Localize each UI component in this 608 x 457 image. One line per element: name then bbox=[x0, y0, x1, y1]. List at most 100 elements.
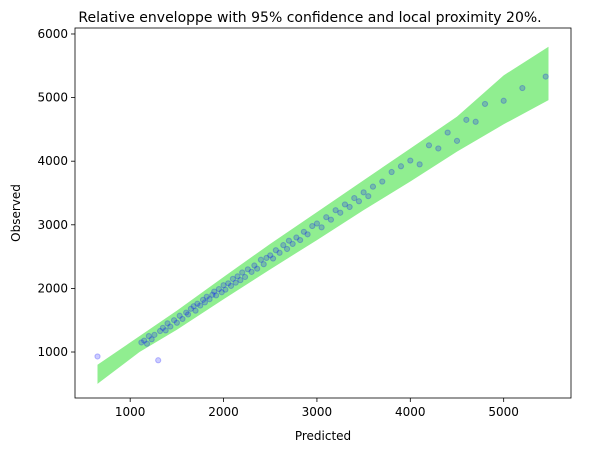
point bbox=[280, 242, 287, 249]
point bbox=[248, 268, 255, 275]
point bbox=[187, 305, 194, 312]
point bbox=[346, 203, 353, 211]
envelope-band bbox=[97, 46, 549, 384]
point bbox=[309, 222, 316, 230]
point bbox=[241, 273, 249, 281]
point bbox=[162, 327, 169, 334]
point bbox=[542, 73, 549, 80]
point bbox=[138, 339, 145, 346]
point bbox=[337, 209, 344, 216]
point bbox=[283, 245, 291, 253]
point bbox=[201, 299, 208, 306]
point bbox=[194, 300, 201, 307]
point bbox=[141, 337, 148, 344]
point bbox=[197, 302, 204, 309]
point bbox=[323, 214, 330, 221]
point bbox=[327, 216, 335, 223]
point bbox=[209, 291, 216, 298]
point bbox=[212, 292, 220, 299]
point bbox=[148, 336, 155, 343]
point bbox=[229, 275, 236, 282]
point bbox=[143, 340, 151, 347]
point bbox=[184, 311, 192, 318]
point bbox=[179, 315, 186, 323]
point bbox=[304, 231, 311, 238]
point bbox=[263, 254, 270, 261]
point bbox=[173, 319, 180, 326]
point bbox=[269, 255, 277, 262]
y-axis-label: Observed bbox=[9, 184, 23, 242]
point bbox=[176, 312, 183, 319]
point bbox=[203, 293, 210, 300]
point bbox=[167, 323, 174, 330]
point bbox=[254, 265, 261, 272]
point bbox=[244, 266, 251, 273]
point bbox=[416, 161, 423, 168]
point bbox=[199, 296, 207, 303]
axes-frame bbox=[74, 27, 572, 399]
point bbox=[234, 273, 241, 280]
point bbox=[267, 252, 274, 259]
point bbox=[453, 137, 461, 144]
point bbox=[519, 84, 526, 92]
point bbox=[365, 193, 372, 200]
y-tick-label: 3000 bbox=[37, 218, 68, 232]
point bbox=[297, 236, 304, 244]
point bbox=[206, 296, 213, 303]
point bbox=[293, 234, 300, 241]
point bbox=[211, 288, 218, 295]
x-tick-label: 3000 bbox=[302, 405, 333, 419]
point bbox=[227, 282, 235, 289]
y-tick-label: 1000 bbox=[37, 345, 68, 359]
point bbox=[332, 207, 339, 214]
point bbox=[215, 285, 222, 293]
point bbox=[276, 249, 283, 256]
point bbox=[360, 189, 367, 196]
point bbox=[472, 118, 479, 125]
y-tick-label: 4000 bbox=[37, 154, 68, 168]
point bbox=[435, 145, 442, 152]
point bbox=[272, 247, 279, 254]
x-tick-label: 1000 bbox=[115, 405, 146, 419]
point bbox=[239, 269, 246, 276]
point bbox=[388, 168, 395, 176]
x-tick-label: 2000 bbox=[208, 405, 239, 419]
point bbox=[444, 129, 451, 136]
point bbox=[260, 261, 267, 268]
point bbox=[190, 303, 197, 310]
point bbox=[300, 228, 307, 235]
point bbox=[94, 353, 101, 360]
point bbox=[351, 194, 358, 202]
point bbox=[500, 97, 507, 104]
point bbox=[237, 277, 244, 284]
point bbox=[156, 327, 164, 335]
x-tick-label: 5000 bbox=[488, 405, 519, 419]
point bbox=[397, 163, 405, 170]
point bbox=[463, 116, 470, 123]
x-tick-label: 4000 bbox=[395, 405, 426, 419]
point bbox=[318, 224, 325, 231]
x-axis-label: Predicted bbox=[295, 429, 351, 443]
point bbox=[251, 262, 258, 269]
y-tick-label: 2000 bbox=[37, 281, 68, 295]
point bbox=[164, 320, 171, 327]
y-tick-label: 5000 bbox=[37, 91, 68, 105]
point bbox=[151, 331, 158, 338]
chart-title: Relative enveloppe with 95% confidence a… bbox=[78, 10, 541, 26]
point bbox=[313, 220, 321, 227]
point bbox=[232, 279, 239, 286]
y-tick-label: 6000 bbox=[37, 27, 68, 41]
point bbox=[170, 317, 178, 324]
point bbox=[407, 157, 414, 164]
point bbox=[159, 324, 166, 331]
point bbox=[220, 282, 227, 289]
point bbox=[225, 280, 232, 287]
point bbox=[183, 309, 190, 316]
point bbox=[425, 142, 433, 149]
point bbox=[192, 307, 199, 314]
point bbox=[369, 183, 377, 190]
point bbox=[145, 333, 152, 340]
point bbox=[289, 240, 296, 247]
